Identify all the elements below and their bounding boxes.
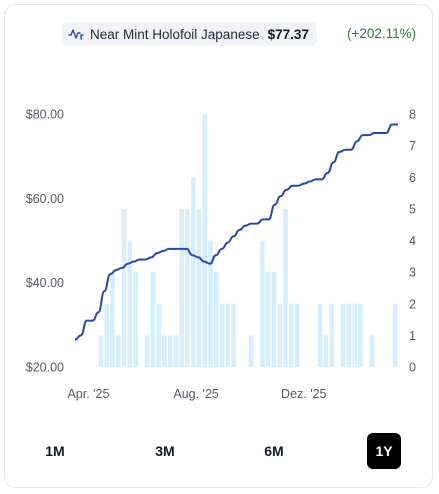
volume-bar [352,303,358,367]
volume-bar [133,272,138,367]
volume-bar [260,240,265,367]
volume-bar [121,208,127,367]
volume-bar [196,208,202,367]
y-right-tick-label: 2 [409,297,416,311]
price-chart: $80.00 $60.00 $40.00 $20.00 8 7 6 5 4 3 2 1 0 Apr. '2… [26,108,416,402]
volume-bar [392,303,398,367]
volume-bar [358,303,363,367]
volume-bar [98,335,104,367]
volume-bar [104,303,110,367]
y-left-tick-label: $60.00 [26,192,64,206]
volume-bar [271,272,277,367]
y-left-tick-label: $20.00 [26,361,64,375]
current-price: $77.37 [267,26,309,42]
price-history-card [4,4,433,488]
price-line [74,123,398,341]
y-right-tick-label: 4 [409,234,416,248]
variant-pill: Near Mint Holofoil Japanese $77.37 [62,22,317,46]
volume-bar [179,208,184,367]
volume-bar [115,335,121,367]
volume-bar [110,272,115,367]
volume-bar [294,303,300,367]
y-left-tick-label: $80.00 [26,108,64,122]
range-tabs: 1M 3M 6M 1Y [0,433,439,471]
volume-bar [340,303,346,367]
tab-1m[interactable]: 1M [45,443,65,459]
variant-title: Near Mint Holofoil Japanese [90,26,260,42]
volume-bar [208,240,213,367]
volume-bar [369,335,375,367]
volume-bar [277,303,283,367]
volume-bar [127,240,133,367]
x-tick-label: Apr. '25 [67,387,109,401]
x-tick-label: Dez. '25 [281,387,327,401]
y-right-tick-label: 0 [409,361,416,375]
volume-bar [329,303,334,367]
tab-1y[interactable]: 1Y [367,433,401,469]
volume-bar [144,335,150,367]
volume-bar [323,335,329,367]
y-right-tick-label: 1 [409,329,416,343]
y-right-tick-label: 8 [409,108,416,122]
y-right-tick-label: 6 [409,171,416,185]
volume-bar [202,114,208,367]
volume-bar [231,303,236,367]
y-right-tick-label: 7 [409,139,416,153]
y-right-tick-label: 5 [409,202,416,216]
volume-bar [317,303,323,367]
volume-bar [185,208,190,367]
volume-bar [346,303,352,367]
tab-3m[interactable]: 3M [155,443,175,459]
volume-bar [214,272,219,367]
volume-bar [265,272,271,367]
volume-bar [248,335,254,367]
volume-bar [289,303,294,367]
volume-bar [167,335,173,367]
volume-bar [219,303,225,367]
tab-6m[interactable]: 6M [264,443,284,459]
line-chart-icon [68,29,84,40]
volume-bar [173,335,179,367]
volume-bar [190,177,196,367]
volume-bar [225,303,231,367]
volume-bar [150,272,156,367]
x-tick-label: Aug. '25 [173,387,219,401]
volume-bar [283,208,288,367]
price-change: (+202.11%) [347,26,417,41]
y-right-tick-label: 3 [409,266,416,280]
y-left-tick-label: $40.00 [26,276,64,290]
volume-bar [156,303,161,367]
volume-bar [162,335,167,367]
